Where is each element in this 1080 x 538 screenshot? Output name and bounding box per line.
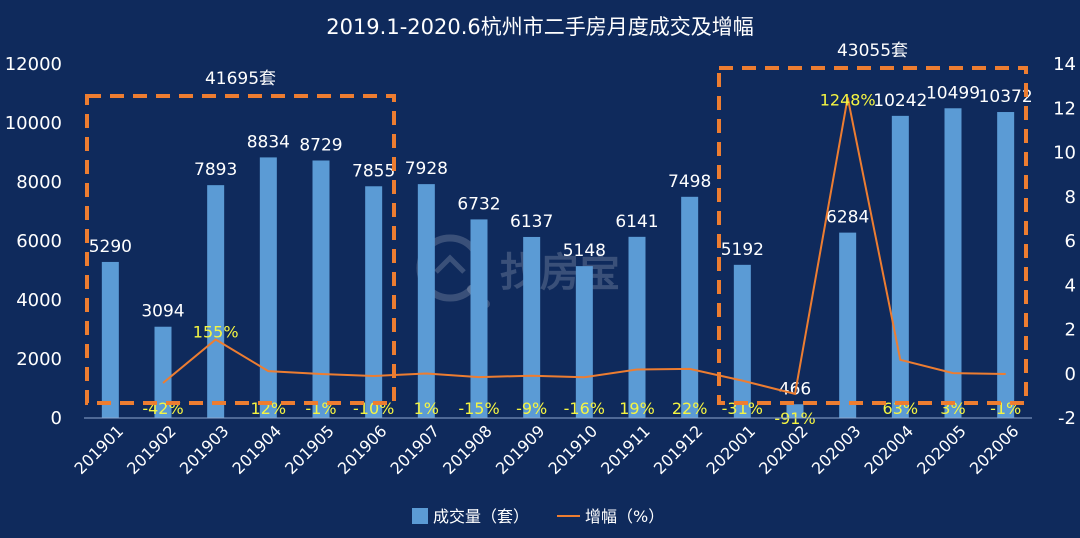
bar-value-label: 7498	[668, 172, 711, 192]
annotations: 41695套 43055套	[85, 41, 1028, 405]
right-axis-tick: 10	[1053, 143, 1076, 164]
bar-value-label: 5192	[721, 240, 764, 260]
bar-value-label: 7893	[194, 160, 237, 180]
left-axis-tick: 2000	[16, 349, 62, 370]
bar	[207, 185, 225, 418]
legend-bar-swatch	[412, 508, 428, 524]
bar-labels: 5290 3094 7893 8834 8729 7855 7928 6732 6137 5148…	[89, 83, 1033, 399]
left-axis-tick: 0	[51, 408, 62, 429]
left-axis-tick: 4000	[16, 290, 62, 311]
annotation-total-label: 43055套	[837, 41, 908, 61]
bar-value-label: 6284	[826, 208, 869, 228]
right-axis: -2 0 2 4 6 8 10 12 14	[1053, 54, 1076, 429]
right-axis-tick: 2	[1065, 320, 1076, 341]
bar	[154, 326, 172, 418]
left-axis-tick: 6000	[16, 231, 62, 252]
right-axis-tick: 8	[1065, 187, 1076, 208]
watermark-house-icon	[434, 254, 466, 274]
bar-value-label: 5148	[563, 241, 606, 261]
bar	[575, 266, 593, 418]
bar-value-label: 5290	[89, 237, 132, 257]
pct-value-label: 1248%	[820, 91, 876, 110]
right-axis-tick: 6	[1065, 231, 1076, 252]
bar	[891, 115, 909, 419]
pct-value-label: 155%	[193, 322, 239, 341]
bar-value-label: 10499	[926, 83, 980, 103]
pct-value-label: 22%	[672, 399, 708, 418]
pct-value-label: 1%	[414, 399, 439, 418]
left-axis-tick: 10000	[5, 113, 62, 134]
bar-value-label: 3094	[141, 302, 184, 322]
bar	[470, 219, 488, 418]
bar-value-label: 8729	[299, 135, 342, 155]
left-axis: 0 2000 4000 6000 8000 10000 12000	[5, 54, 62, 429]
bar-value-label: 6137	[510, 212, 553, 232]
right-axis-tick: 0	[1065, 364, 1076, 385]
bar	[312, 160, 330, 418]
right-axis-tick: -2	[1058, 408, 1076, 429]
pct-value-label: 63%	[883, 399, 919, 418]
pct-value-label: -9%	[516, 399, 547, 418]
pct-value-label: -15%	[458, 399, 499, 418]
bar	[944, 108, 962, 418]
bar-value-label: 10372	[979, 87, 1033, 107]
legend-line-label: 增幅（%）	[585, 507, 664, 526]
bar	[839, 232, 857, 418]
bar	[417, 184, 435, 418]
bar-value-label: 7928	[405, 159, 448, 179]
bar	[997, 112, 1015, 418]
bar	[733, 264, 751, 418]
bar-value-label: 6732	[457, 194, 500, 214]
right-axis-tick: 12	[1053, 98, 1076, 119]
bar	[365, 186, 383, 418]
bar	[786, 404, 804, 418]
bar	[628, 236, 646, 418]
left-axis-tick: 8000	[16, 172, 62, 193]
annotation-box	[85, 94, 396, 405]
left-axis-tick: 12000	[5, 54, 62, 75]
legend: 成交量（套） 增幅（%）	[412, 507, 664, 526]
bar	[681, 196, 699, 418]
bar	[259, 157, 277, 418]
right-axis-tick: 4	[1065, 275, 1076, 296]
chart-title: 2019.1-2020.6杭州市二手房月度成交及增幅	[326, 15, 754, 39]
pct-value-label: -16%	[564, 399, 605, 418]
bar	[101, 261, 119, 418]
annotation-total-label: 41695套	[205, 69, 276, 89]
bar-value-label: 8834	[247, 132, 290, 152]
bar-value-label: 7855	[352, 161, 395, 181]
annotation-box	[717, 66, 1028, 405]
bar-value-label: 10242	[873, 91, 927, 111]
bar	[523, 236, 541, 418]
pct-value-label: 19%	[619, 399, 655, 418]
right-axis-tick: 14	[1053, 54, 1076, 75]
bar-value-label: 6141	[615, 212, 658, 232]
bar-series	[101, 108, 1015, 419]
legend-bar-label: 成交量（套）	[433, 507, 529, 526]
watermark-text: 找房宝	[500, 250, 620, 296]
line-series	[162, 97, 1006, 396]
pct-value-label: -31%	[722, 399, 763, 418]
growth-line	[162, 97, 1006, 396]
